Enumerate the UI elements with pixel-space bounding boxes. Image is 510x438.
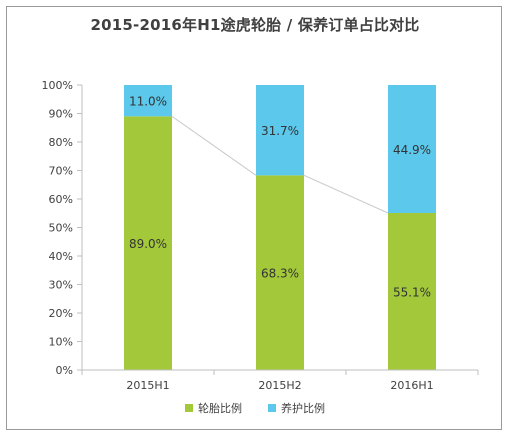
data-label: 44.9% (393, 143, 431, 157)
legend: 轮胎比例 养护比例 (0, 400, 510, 416)
y-tick-label: 100% (42, 79, 73, 92)
bar-segment-tire (256, 175, 304, 370)
bar-segment-tire (388, 212, 436, 370)
y-tick-label: 50% (49, 222, 73, 235)
y-tick-label: 10% (49, 336, 73, 349)
data-label: 55.1% (393, 285, 431, 299)
connector-segment (171, 115, 257, 176)
data-label: 31.7% (261, 124, 299, 138)
y-tick-label: 40% (49, 250, 73, 263)
legend-item-maintenance: 养护比例 (268, 400, 325, 416)
bar-segment-tire (124, 116, 172, 370)
x-tick-label: 2015H2 (258, 379, 301, 392)
connector-segment (303, 174, 389, 214)
bar-segment-maintenance (388, 85, 436, 213)
y-tick-label: 0% (56, 364, 73, 377)
data-label: 68.3% (261, 267, 299, 281)
x-axis: 2015H1 2015H2 2016H1 (81, 369, 479, 392)
x-tick-label: 2015H1 (126, 379, 169, 392)
chart-title: 2015-2016年H1途虎轮胎 / 保养订单占比对比 (90, 16, 420, 34)
y-axis: 0% 10% 20% 30% 40% 50% 60% 70% 80% 90% 100% (42, 79, 83, 377)
legend-label-tire: 轮胎比例 (198, 402, 242, 415)
legend-swatch-tire (185, 404, 193, 412)
legend-item-tire: 轮胎比例 (185, 400, 242, 416)
bars: 89.0% 11.0% 68.3% 31.7% 55.1% 44.9% (124, 85, 436, 370)
connector-line (171, 115, 389, 214)
y-tick-label: 20% (49, 307, 73, 320)
y-tick-label: 80% (49, 136, 73, 149)
y-tick-label: 90% (49, 108, 73, 121)
y-tick-label: 60% (49, 193, 73, 206)
legend-swatch-maintenance (268, 404, 276, 412)
data-label: 89.0% (129, 237, 167, 251)
data-label: 11.0% (129, 95, 167, 109)
x-tick-label: 2016H1 (390, 379, 433, 392)
bar-segment-maintenance (124, 85, 172, 117)
y-tick-label: 30% (49, 279, 73, 292)
legend-label-maintenance: 养护比例 (281, 402, 325, 415)
y-tick-label: 70% (49, 165, 73, 178)
bar-segment-maintenance (256, 85, 304, 176)
